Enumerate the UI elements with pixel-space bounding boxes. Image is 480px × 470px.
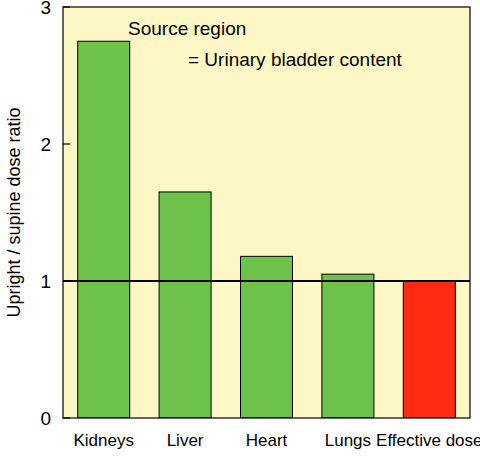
bars — [63, 41, 470, 418]
bar — [78, 41, 130, 418]
y-tick — [63, 143, 70, 144]
y-tick-label: 3 — [40, 0, 51, 18]
y-tick-label: 1 — [40, 271, 51, 292]
chart: 0 1 2 3 Kidneys Liver Heart Lungs Effective dose… — [0, 0, 480, 470]
bar — [403, 281, 455, 418]
bar — [159, 192, 211, 418]
bar — [322, 274, 374, 418]
plot-frame — [63, 7, 470, 418]
x-tick-label: Liver — [167, 431, 204, 450]
y-tick-label: 0 — [40, 408, 51, 429]
x-tick-label: Lungs — [325, 431, 371, 450]
annotation: = Urinary bladder content — [188, 49, 403, 70]
y-tick — [63, 6, 70, 7]
y-tick-label: 2 — [40, 134, 51, 155]
y-axis-label: Upright / supine dose ratio — [4, 107, 24, 317]
reference-line — [63, 280, 470, 282]
x-tick-label: Heart — [246, 431, 288, 450]
x-tick-label: Kidneys — [73, 431, 133, 450]
annotation: Source region — [128, 18, 246, 39]
y-tick — [63, 417, 70, 418]
y-tick — [63, 280, 70, 281]
plot-background — [63, 7, 470, 418]
x-tick-label: Effective dose — [376, 431, 480, 450]
